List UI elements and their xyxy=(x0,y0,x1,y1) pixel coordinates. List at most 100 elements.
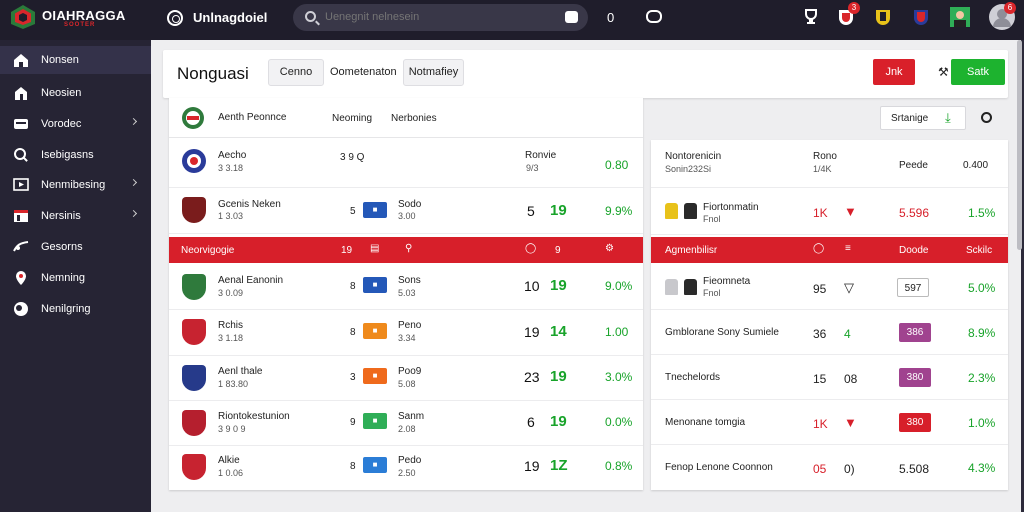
team-sub: 3 9 0 9 xyxy=(218,424,246,434)
highlight-value: 19 xyxy=(550,202,567,219)
sort-arrow-icon: ⤓ xyxy=(945,110,951,125)
section-column: Sckilc xyxy=(966,245,993,256)
team-crest-icon[interactable] xyxy=(911,7,931,27)
row-number: 15 xyxy=(813,372,827,386)
sidebar-item-gesorns[interactable]: Gesorns xyxy=(0,233,151,261)
red-action-button[interactable]: Jnk xyxy=(873,59,915,85)
search-icon[interactable] xyxy=(981,112,992,123)
match-chip[interactable]: ■ xyxy=(363,323,387,339)
panel-header: Aenth Peonnce Neoming Nerbonies xyxy=(169,98,643,138)
filter-icon[interactable]: ◯ xyxy=(813,243,825,254)
table-row[interactable]: Aenal Eanonin 3 0.09 8 ■ Sons 5.03 10 19… xyxy=(169,265,643,310)
chevron-right-icon[interactable] xyxy=(129,117,138,126)
highlight-value: 19 xyxy=(550,277,567,294)
sidebar-item-home[interactable]: Nonsen xyxy=(0,46,151,74)
section-title: Agmenbilisr xyxy=(665,245,718,256)
top-title: Unlnagdoiel xyxy=(193,10,268,25)
table-row[interactable]: Fiortonmatin Fnol 1K ▼ 5.596 1.5% xyxy=(651,188,1008,235)
trophy-icon[interactable] xyxy=(801,7,821,27)
sidebar-item-isebigasns[interactable]: Isebigasns xyxy=(0,141,151,169)
sidebar-item-nemning[interactable]: Nemning xyxy=(0,264,151,292)
ball-icon xyxy=(14,302,28,316)
score: 6 xyxy=(527,414,535,430)
link-icon[interactable]: ⚲ xyxy=(405,243,413,254)
brand-logo-icon[interactable] xyxy=(10,4,36,30)
chevron-right-icon[interactable] xyxy=(129,178,138,187)
percentage: 1.0% xyxy=(968,416,996,430)
row-number: 95 xyxy=(813,282,827,296)
highlight-value: 14 xyxy=(550,323,567,340)
code-sub: 2.08 xyxy=(398,424,416,434)
percentage: 3.0% xyxy=(605,370,633,384)
green-action-button[interactable]: Satk xyxy=(951,59,1005,85)
row-number: 9 xyxy=(350,417,356,428)
club-crest-icon[interactable] xyxy=(836,7,856,27)
sidebar-item-nenilgring[interactable]: Nenilgring xyxy=(0,295,151,323)
value-pill[interactable]: 380 xyxy=(899,368,931,387)
player-avatar-icon xyxy=(684,203,697,219)
match-chip[interactable]: ■ xyxy=(363,413,387,429)
search-bar[interactable] xyxy=(293,4,588,31)
score: 10 xyxy=(524,278,540,294)
summary-row[interactable]: Nontorenicin Sonin232Si Rono 1/4K Peede … xyxy=(651,140,1008,188)
table-row[interactable]: Tnechelords 15 08 380 2.3% xyxy=(651,355,1008,400)
match-chip[interactable]: ■ xyxy=(363,368,387,384)
message-icon[interactable] xyxy=(646,10,662,23)
inbox-icon xyxy=(14,119,28,129)
sidebar-item-neosien[interactable]: Neosien xyxy=(0,79,151,107)
search-input[interactable] xyxy=(325,9,545,25)
percentage: 2.3% xyxy=(968,371,996,385)
column-header[interactable]: Nerbonies xyxy=(391,113,437,124)
vertical-scrollbar[interactable] xyxy=(1017,40,1022,250)
code-sub: 5.08 xyxy=(398,379,416,389)
summary-value: 0.80 xyxy=(605,158,629,172)
team-sub: 1 3.03 xyxy=(218,211,244,221)
chevron-right-icon[interactable] xyxy=(129,209,138,218)
table-row[interactable]: Gmblorane Sony Sumiele 3⁠6 4 386 8.9% xyxy=(651,310,1008,355)
value-pill[interactable]: 386 xyxy=(899,323,931,342)
shield-crest-icon[interactable] xyxy=(873,7,893,27)
match-chip[interactable]: ■ xyxy=(363,457,387,473)
sidebar-item-nersinis[interactable]: Nersinis xyxy=(0,202,151,230)
account-circle-icon[interactable] xyxy=(167,10,183,26)
chat-bubble-icon[interactable] xyxy=(565,11,578,23)
list-icon xyxy=(14,210,28,222)
tool-icon[interactable]: ⚒ xyxy=(938,65,949,79)
calendar-icon[interactable]: ▤ xyxy=(370,243,380,254)
match-chip[interactable]: ■ xyxy=(363,277,387,293)
sidebar-item-label: Neosien xyxy=(41,87,82,99)
table-row[interactable]: Menonane tomgia 1K ▼ 380 1.0% xyxy=(651,400,1008,445)
table-row[interactable]: Rchis 3 1.18 8 ■ Peno 3.34 19 14 1.00 xyxy=(169,310,643,356)
table-row[interactable]: Gcenis Neken 1 3.03 5 ■ Sodo 3.00 5 19 9… xyxy=(169,188,643,234)
player-avatar-icon[interactable] xyxy=(950,7,970,27)
sort-dropdown[interactable]: Srtanige ⤓ xyxy=(880,106,966,130)
match-chip[interactable]: ■ xyxy=(363,202,387,218)
team-name: Aenal Eanonin xyxy=(218,275,284,286)
clock-icon[interactable]: ◯ xyxy=(525,243,537,254)
settings-icon[interactable]: ⚙ xyxy=(605,243,614,254)
table-row[interactable]: Alkie 1 0.06 8 ■ Pedo 2.50 19 1Z 0.8% xyxy=(169,446,643,490)
tab-notmafiey[interactable]: Notmafiey xyxy=(403,59,464,86)
menu-icon[interactable]: ≡ xyxy=(845,243,851,254)
tab-cenno[interactable]: Cenno xyxy=(268,59,324,86)
player-name: Fenop Lenone Coonnon xyxy=(665,462,773,473)
tab-oometenaton[interactable]: Oometenaton xyxy=(330,66,397,78)
table-row[interactable]: Aenl thale 1 83.80 3 ■ Poo9 5.08 23 19 3… xyxy=(169,356,643,401)
column-header[interactable]: Neoming xyxy=(332,113,373,124)
row-value: 5.508 xyxy=(899,462,930,476)
column-label: Ronvie xyxy=(525,150,557,161)
score-line: 3 9 Q xyxy=(340,152,365,163)
highlight-value: 19 xyxy=(550,413,567,430)
value-pill[interactable]: 380 xyxy=(899,413,931,432)
summary-sub: Sonin232Si xyxy=(665,164,712,174)
sidebar-item-vorodec[interactable]: Vorodec xyxy=(0,110,151,138)
value-pill[interactable]: 597 xyxy=(897,278,929,297)
table-row[interactable]: Riontokestunion 3 9 0 9 9 ■ Sanm 2.08 6 … xyxy=(169,401,643,446)
table-row[interactable]: Fenop Lenone Coonnon 05 0) 5.508 4.3% xyxy=(651,445,1008,490)
summary-row[interactable]: Aecho 3 3.18 3 9 Q Ronvie 9/3 0.80 xyxy=(169,138,643,188)
column-label: Rono xyxy=(813,151,837,162)
percentage: 4.3% xyxy=(968,461,996,475)
table-row[interactable]: Fieomneta Fnol 95 ▽ 597 5.0% xyxy=(651,265,1008,310)
sidebar-item-nenmibesing[interactable]: Nenmibesing xyxy=(0,171,151,199)
percentage: 0.0% xyxy=(605,415,633,429)
